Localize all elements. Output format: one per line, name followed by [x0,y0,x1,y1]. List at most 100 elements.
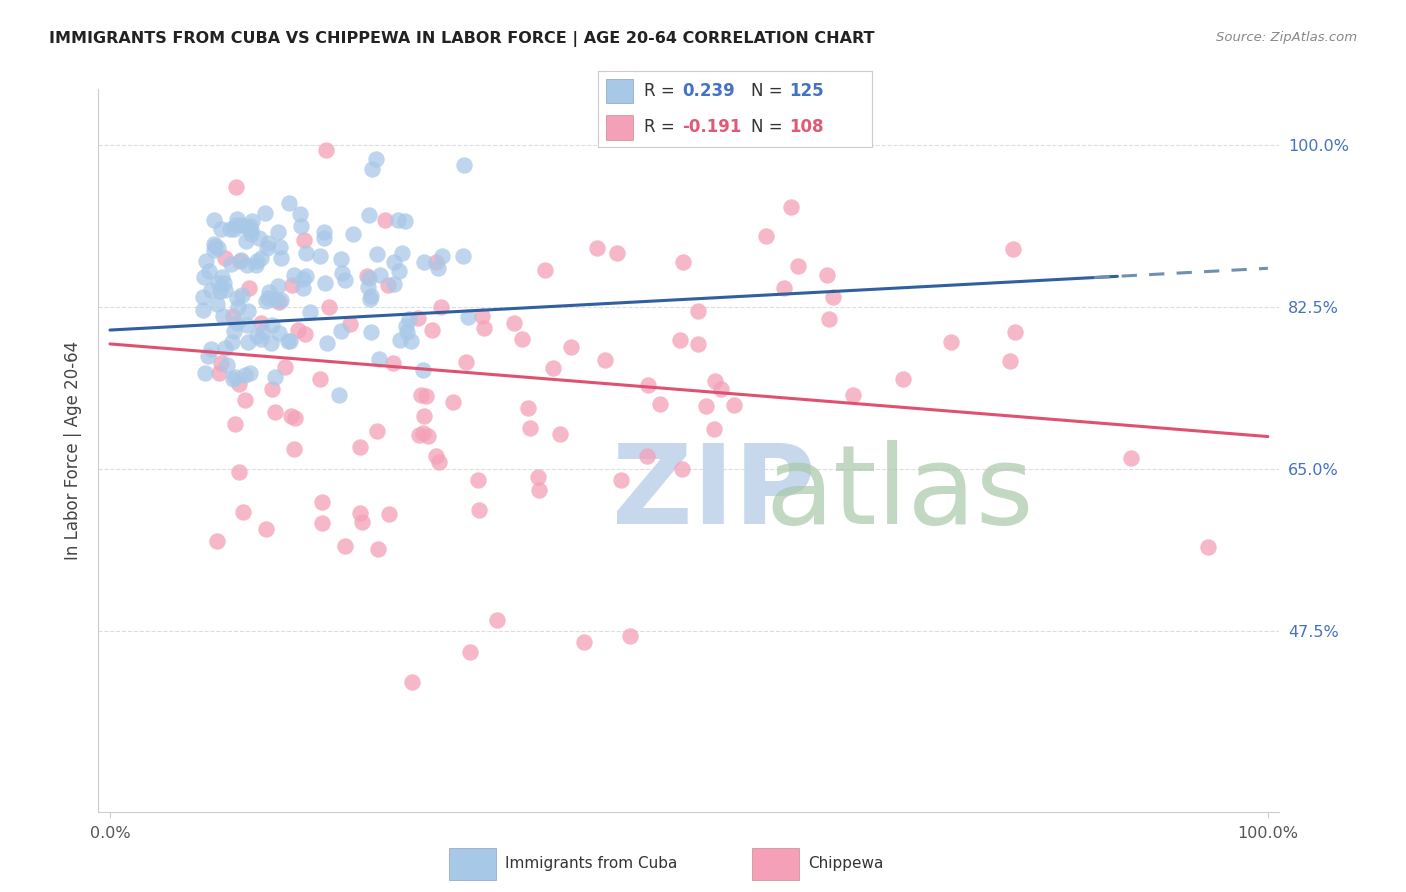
Point [330,266,353,280]
Point [891,372,914,386]
Point [541,360,564,375]
Point [228,377,250,392]
Point [214,283,236,297]
Point [786,259,808,273]
Point [200,343,222,357]
Text: Immigrants from Cuba: Immigrants from Cuba [505,855,678,871]
Point [451,249,474,263]
Point [710,382,733,396]
Point [412,363,434,377]
Point [382,254,405,268]
Point [233,368,256,383]
Point [205,534,228,549]
Point [264,370,287,384]
Point [280,409,302,423]
Point [288,207,311,221]
Point [197,349,219,363]
Point [585,241,607,255]
Point [1197,540,1219,554]
Point [401,334,423,349]
Point [686,304,709,318]
Point [236,258,259,272]
Point [222,372,245,386]
Point [361,162,384,177]
Point [425,255,447,269]
FancyBboxPatch shape [752,848,799,880]
Point [703,422,725,436]
Point [527,470,550,484]
Point [755,228,778,243]
Point [430,301,453,315]
Point [224,417,246,431]
Point [269,326,291,340]
Point [636,449,658,463]
Point [453,159,475,173]
Point [366,424,388,438]
Point [841,387,863,401]
Point [198,264,221,278]
Point [378,508,401,522]
Point [225,180,247,194]
Point [388,264,411,278]
Point [457,310,479,324]
Point [217,358,239,372]
Point [266,293,288,308]
Point [191,302,214,317]
Text: IMMIGRANTS FROM CUBA VS CHIPPEWA IN LABOR FORCE | AGE 20-64 CORRELATION CHART: IMMIGRANTS FROM CUBA VS CHIPPEWA IN LABO… [49,31,875,47]
Point [364,152,387,166]
Point [517,401,540,416]
Point [427,455,450,469]
FancyBboxPatch shape [450,848,496,880]
Point [374,213,396,227]
FancyBboxPatch shape [606,115,633,140]
Point [229,252,252,267]
Point [560,340,582,354]
FancyBboxPatch shape [606,79,633,103]
Point [723,398,745,412]
Point [294,269,316,284]
Point [401,675,423,690]
Point [295,246,318,260]
Point [250,316,273,330]
Point [533,263,555,277]
Point [253,206,276,220]
Point [229,253,252,268]
Point [311,495,333,509]
Point [224,370,246,384]
Point [648,397,671,411]
Point [335,539,357,553]
Point [202,237,225,252]
Point [283,268,305,282]
Point [695,399,717,413]
Point [233,392,256,407]
Point [426,261,449,276]
Point [688,336,710,351]
Point [669,334,692,348]
Point [222,309,245,323]
Point [214,251,236,265]
Point [593,353,616,368]
Text: 0.239: 0.239 [682,82,735,100]
Point [222,221,245,235]
Point [391,246,413,260]
Point [194,366,217,380]
Point [412,426,434,441]
Point [280,277,302,292]
Point [779,200,801,214]
Point [239,227,262,241]
Point [368,352,391,367]
Point [817,312,839,326]
Point [360,325,382,339]
Point [471,309,494,323]
Point [246,329,269,343]
Point [359,292,381,306]
Point [529,483,551,497]
Point [195,253,218,268]
Point [247,230,270,244]
Point [249,251,271,265]
Point [283,442,305,457]
Point [519,421,541,435]
Point [232,504,254,518]
Point [238,280,260,294]
Point [200,283,222,297]
